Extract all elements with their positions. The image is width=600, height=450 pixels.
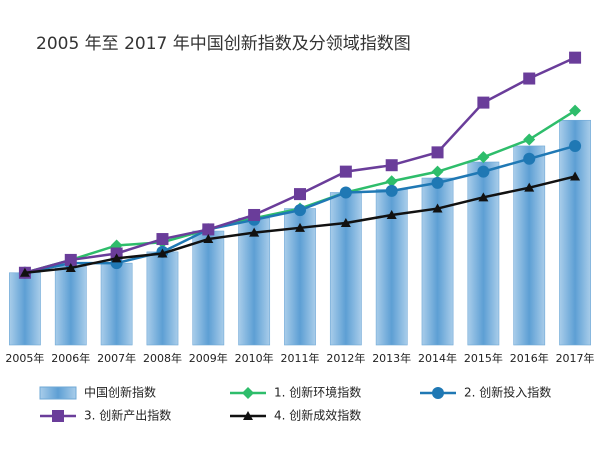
- x-tick-label: 2006年: [51, 351, 90, 365]
- x-tick-label: 2016年: [510, 351, 549, 365]
- marker: [294, 204, 306, 217]
- x-tick-label: 2017年: [556, 351, 595, 365]
- marker: [242, 387, 254, 399]
- marker: [385, 184, 398, 197]
- marker: [248, 208, 261, 221]
- marker: [523, 133, 536, 146]
- bar: [559, 119, 591, 346]
- marker: [294, 188, 306, 201]
- marker: [19, 267, 30, 277]
- bar: [100, 262, 133, 346]
- legend-label: 中国创新指数: [84, 385, 156, 400]
- bar: [192, 230, 225, 346]
- marker: [524, 182, 535, 192]
- bar: [329, 192, 362, 346]
- marker: [202, 223, 215, 236]
- marker: [477, 165, 490, 178]
- x-tick-label: 2010年: [235, 351, 274, 365]
- bar: [9, 272, 41, 346]
- bar: [54, 266, 87, 346]
- marker: [340, 218, 351, 227]
- bar: [513, 145, 546, 346]
- marker: [523, 152, 536, 165]
- marker: [478, 192, 489, 202]
- legend-swatch: [39, 386, 77, 400]
- marker: [295, 222, 305, 232]
- marker: [339, 186, 352, 199]
- marker: [569, 139, 582, 152]
- marker: [64, 253, 77, 266]
- legend-label: 4. 创新成效指数: [274, 408, 361, 423]
- marker: [477, 151, 490, 164]
- marker: [431, 146, 444, 159]
- x-tick-label: 2012年: [326, 351, 365, 365]
- marker: [386, 209, 397, 219]
- bar: [146, 251, 179, 346]
- marker: [111, 253, 122, 263]
- bar: [238, 217, 271, 346]
- x-tick-label: 2005年: [5, 351, 44, 365]
- marker: [65, 262, 76, 272]
- chart-title: 2005 年至 2017 年中国创新指数及分领域指数图: [36, 34, 411, 54]
- x-tick-label: 2011年: [281, 351, 320, 365]
- marker: [385, 159, 398, 172]
- marker: [569, 104, 582, 117]
- legend-label: 1. 创新环境指数: [274, 385, 361, 400]
- marker: [570, 171, 581, 181]
- x-tick-label: 2008年: [143, 351, 182, 365]
- marker: [156, 233, 169, 246]
- x-tick-label: 2013年: [372, 351, 411, 365]
- x-tick-label: 2007年: [97, 351, 136, 365]
- marker: [203, 234, 214, 244]
- marker: [432, 203, 443, 213]
- x-tick-label: 2009年: [189, 351, 228, 365]
- marker: [569, 51, 582, 64]
- bar: [467, 161, 500, 346]
- marker: [249, 227, 260, 237]
- marker: [243, 411, 253, 420]
- marker: [385, 175, 398, 188]
- marker: [523, 72, 536, 85]
- legend-label: 2. 创新投入指数: [464, 385, 551, 400]
- x-tick-label: 2015年: [464, 351, 503, 365]
- marker: [157, 248, 168, 258]
- marker: [432, 387, 444, 399]
- marker: [431, 165, 444, 178]
- bar: [421, 177, 454, 346]
- marker: [52, 410, 64, 422]
- marker: [477, 96, 490, 109]
- marker: [431, 176, 444, 189]
- x-tick-label: 2014年: [418, 351, 457, 365]
- marker: [339, 165, 352, 178]
- legend-label: 3. 创新产出指数: [84, 408, 171, 423]
